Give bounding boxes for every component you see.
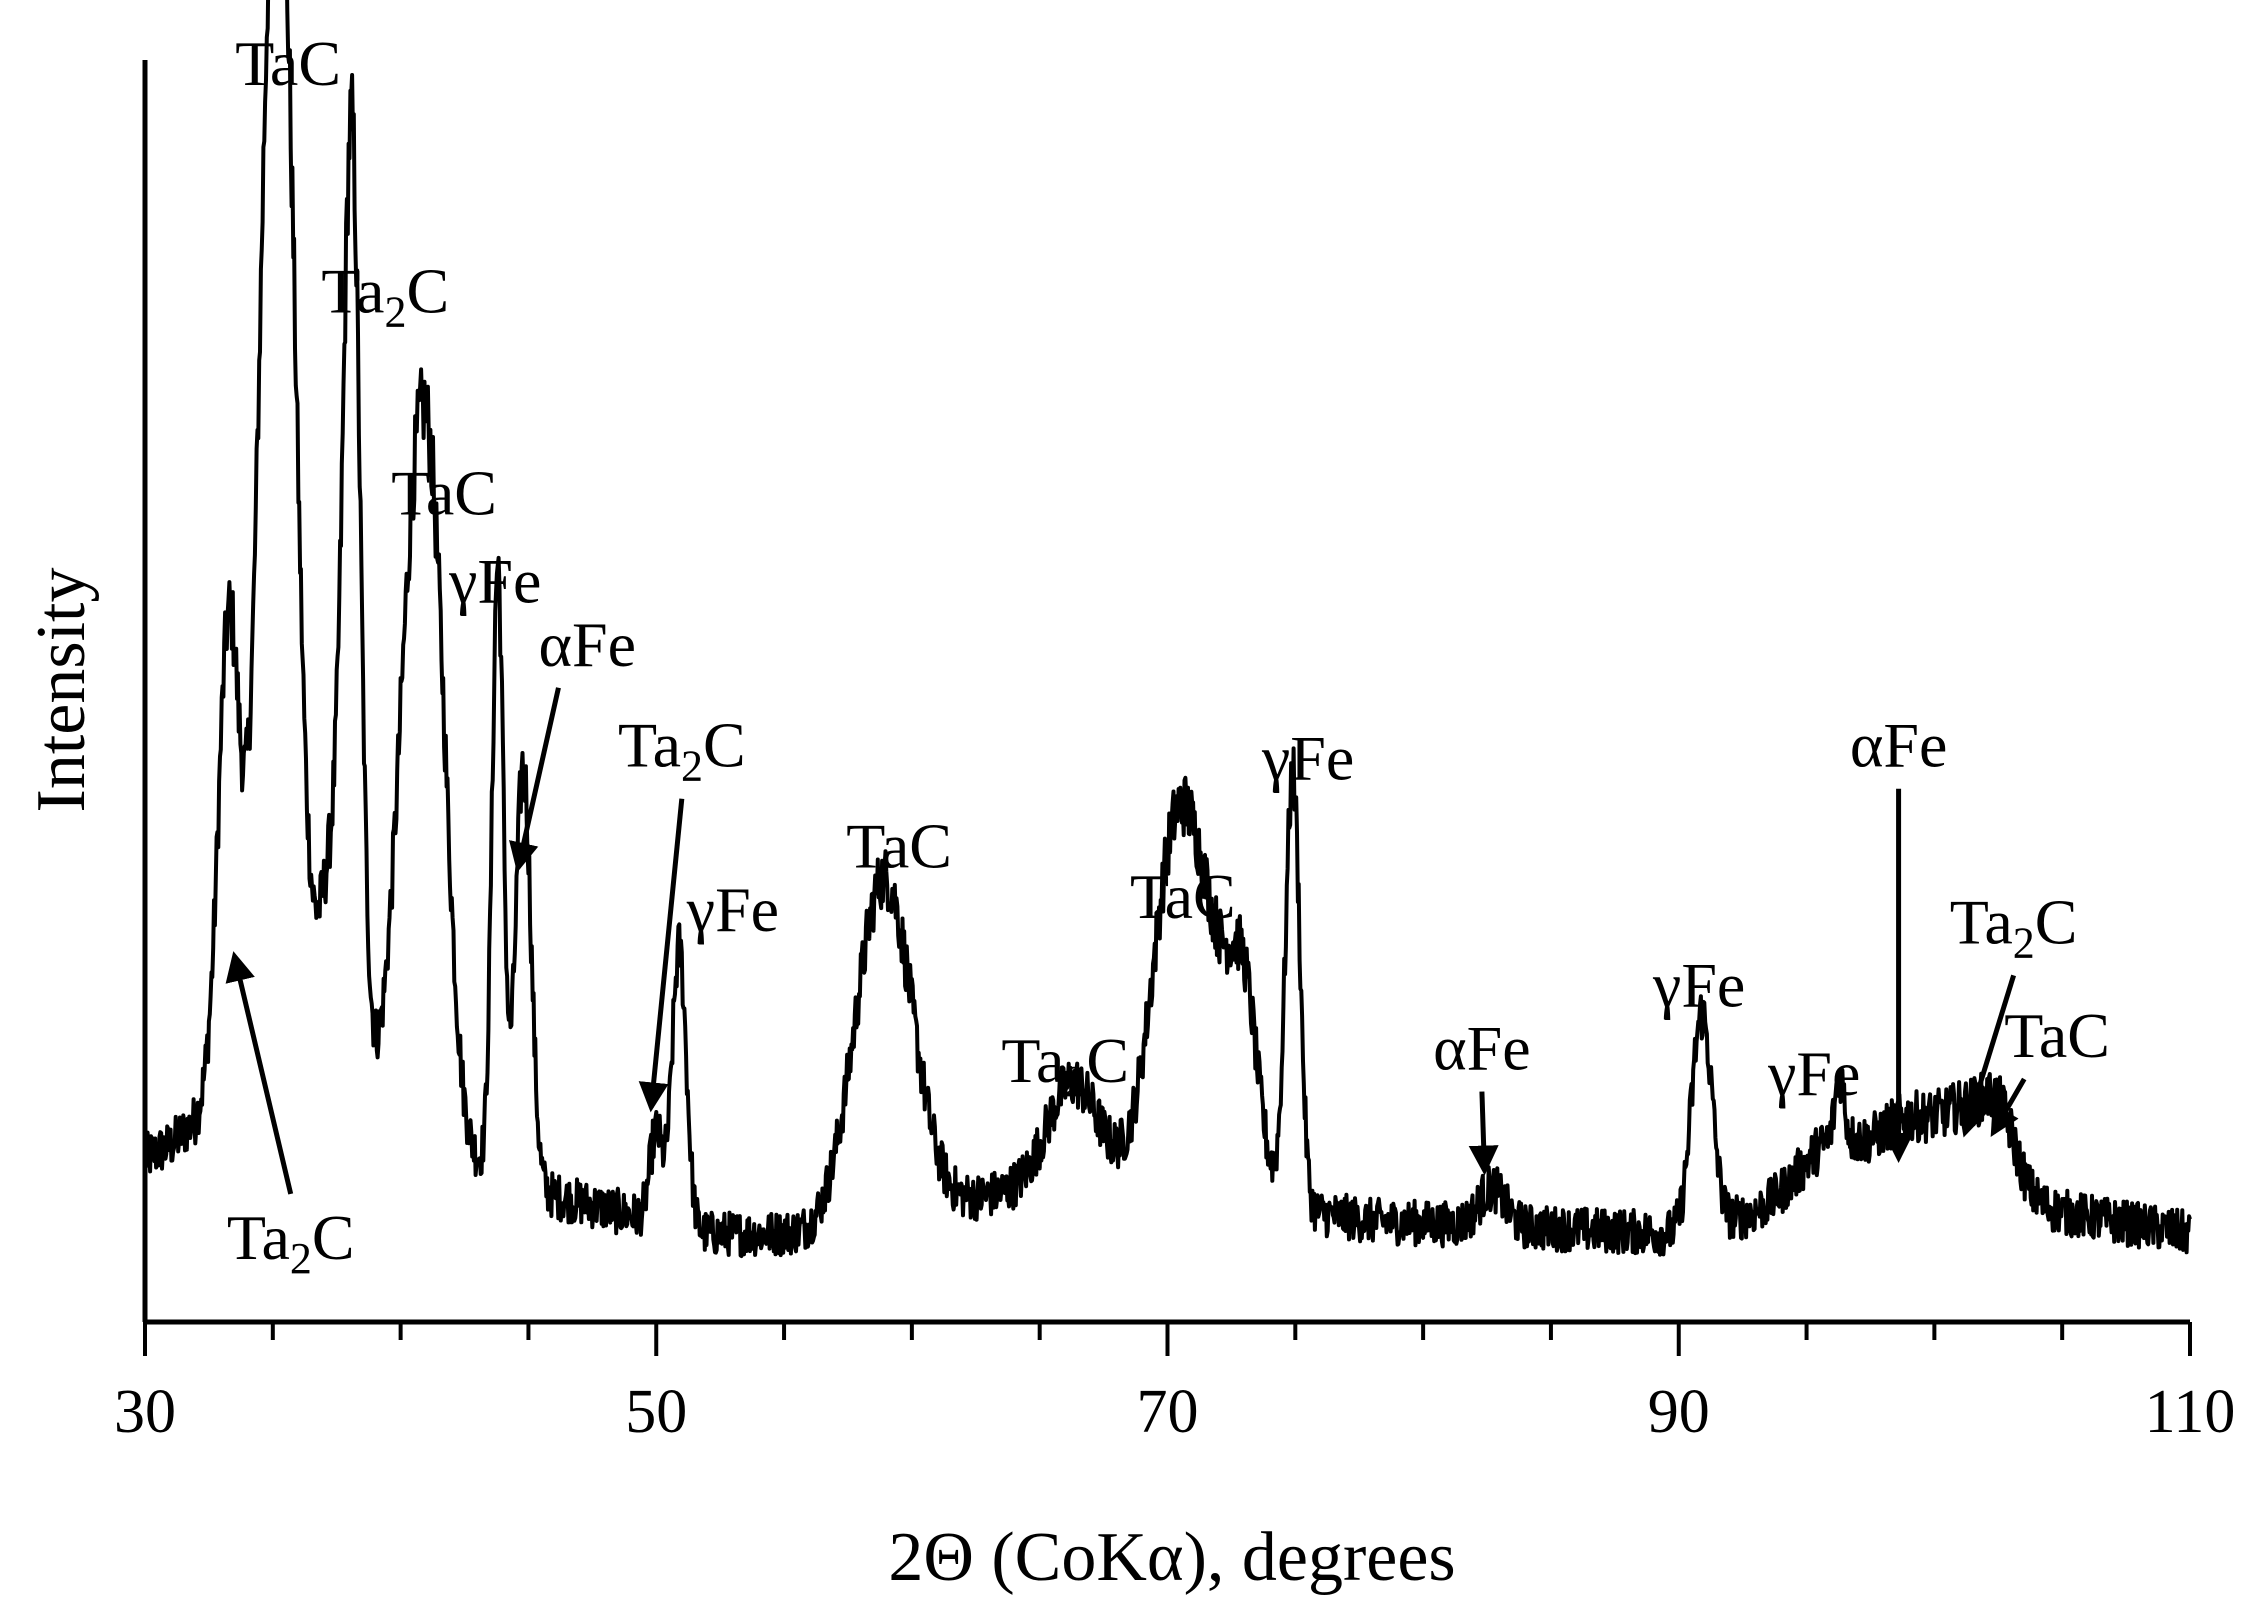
peak-annotation: TaC bbox=[1990, 1000, 2110, 1138]
peak-label: Ta2C bbox=[321, 255, 449, 336]
x-tick-label: 110 bbox=[2145, 1378, 2236, 1446]
peak-label: TaC bbox=[1130, 861, 1236, 932]
peak-annotations: TaCTa2CTaCγFeαFeTa2CγFeTaCTa2CTaCγFeαFeγ… bbox=[225, 28, 2110, 1283]
peak-annotation: Ta2C bbox=[618, 710, 746, 1113]
peak-annotation: TaC bbox=[391, 457, 497, 528]
peak-annotation: γFe bbox=[686, 874, 779, 945]
peak-annotation: γFe bbox=[1652, 950, 1745, 1021]
peak-label: TaC bbox=[2004, 1000, 2110, 1071]
peak-label: TaC bbox=[391, 457, 497, 528]
peak-arrow bbox=[1958, 974, 2017, 1138]
peak-annotation: Ta2C bbox=[321, 255, 449, 336]
peak-arrow bbox=[1468, 1091, 1499, 1176]
peak-arrow bbox=[225, 951, 294, 1195]
peak-annotation: TaC bbox=[1130, 861, 1236, 932]
peak-label: γFe bbox=[686, 874, 779, 945]
peak-label: γFe bbox=[1767, 1038, 1860, 1109]
x-tick-label: 30 bbox=[114, 1378, 176, 1446]
peak-annotation: Ta2C bbox=[225, 951, 355, 1283]
peak-annotation: αFe bbox=[1433, 1013, 1531, 1176]
peak-label: αFe bbox=[1850, 710, 1948, 781]
peak-label: αFe bbox=[1433, 1013, 1531, 1084]
peak-annotation: TaC bbox=[846, 811, 952, 882]
axes: 30 50 70 90 110 bbox=[114, 60, 2235, 1446]
peak-annotation: Ta2C bbox=[1950, 886, 2078, 1138]
peak-label: TaC bbox=[846, 811, 952, 882]
peak-annotation: γFe bbox=[1261, 722, 1354, 793]
peak-label: TaC bbox=[235, 28, 341, 99]
peak-label: Ta2C bbox=[1950, 886, 2078, 967]
x-tick-label: 70 bbox=[1137, 1378, 1199, 1446]
peak-label: Ta2C bbox=[227, 1202, 355, 1283]
peak-annotation: Ta2C bbox=[1001, 1025, 1129, 1106]
peak-annotation: TaC bbox=[235, 28, 341, 99]
x-tick-label: 50 bbox=[625, 1378, 687, 1446]
peak-label: αFe bbox=[538, 609, 636, 680]
peak-annotation: αFe bbox=[1850, 710, 1948, 1163]
x-axis-title: 2Θ (CoKα), degrees bbox=[888, 1519, 1455, 1596]
peak-annotation: γFe bbox=[448, 546, 541, 617]
peak-annotation: αFe bbox=[509, 609, 636, 873]
peak-label: Ta2C bbox=[618, 710, 746, 791]
peak-arrow bbox=[509, 687, 561, 873]
peak-label: γFe bbox=[1261, 722, 1354, 793]
peak-label: γFe bbox=[1652, 950, 1745, 1021]
plot-area bbox=[143, 0, 2192, 1258]
x-tick-label: 90 bbox=[1648, 1378, 1710, 1446]
peak-label: γFe bbox=[448, 546, 541, 617]
peak-arrow bbox=[638, 798, 685, 1113]
peak-arrow bbox=[1990, 1077, 2027, 1138]
xrd-pattern-line bbox=[143, 0, 2192, 1258]
peak-annotation: γFe bbox=[1767, 1038, 1860, 1109]
y-axis-title: Intensity bbox=[23, 568, 100, 813]
peak-label: Ta2C bbox=[1001, 1025, 1129, 1106]
